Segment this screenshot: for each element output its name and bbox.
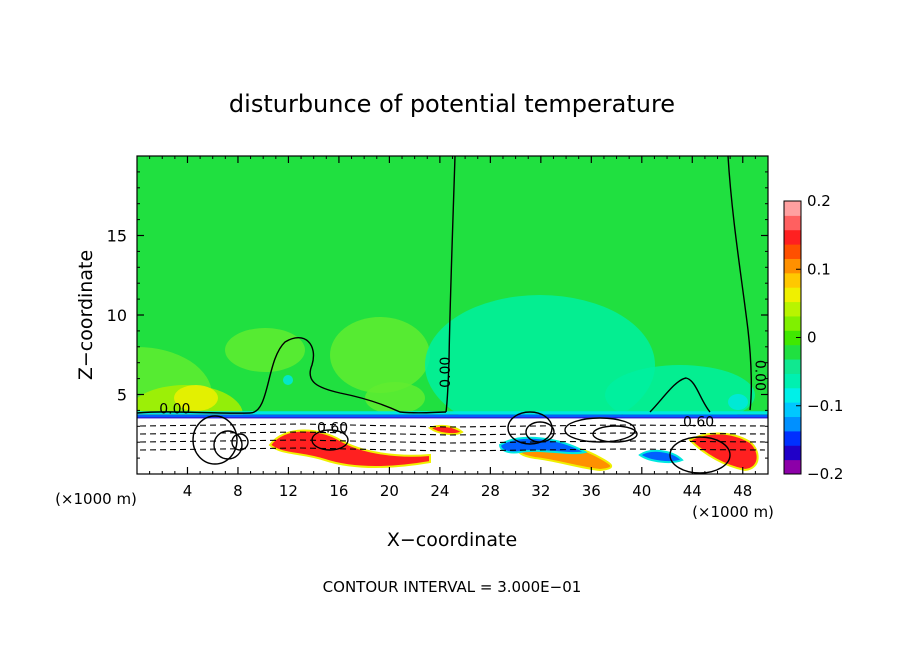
x-tick-label: 8 — [233, 482, 243, 500]
x-tick-label: 48 — [733, 482, 752, 500]
contour-dashed-line-4 — [139, 447, 766, 452]
contour-loop-1 — [192, 415, 238, 465]
contour-labels: 0.00 0.00 0.00 0.60 0.60 — [159, 357, 767, 437]
colorbar-tick-label: −0.1 — [807, 397, 843, 415]
contour-dashed-line-2 — [139, 431, 766, 436]
colorbar-swatch — [784, 387, 801, 403]
contour-interval-note: CONTOUR INTERVAL = 3.000E−01 — [323, 578, 582, 596]
y-tick-label: 15 — [107, 227, 127, 246]
anomaly-region-9 — [728, 394, 748, 410]
contour-label: 0.60 — [317, 421, 348, 437]
contour-loop-2 — [213, 430, 243, 460]
x-tick-label: 44 — [683, 482, 702, 500]
colorbar-swatch — [784, 344, 801, 360]
x-tick-label: 16 — [329, 482, 348, 500]
colorbar-swatch — [784, 445, 801, 461]
y-axis-label: Z−coordinate — [75, 250, 97, 380]
x-unit-right: (×1000 m) — [692, 503, 774, 521]
anomaly-region-4 — [225, 328, 305, 372]
colorbar-swatch — [784, 301, 801, 317]
contour-zero-line-right — [727, 156, 753, 411]
x-unit-left: (×1000 m) — [55, 490, 137, 508]
colorbar-swatch — [784, 229, 801, 245]
anomaly-region-7 — [425, 295, 655, 435]
x-tick-label: 32 — [531, 482, 550, 500]
plot-area — [137, 156, 768, 474]
contour-zero-line-left — [137, 337, 447, 414]
x-tick-label: 40 — [632, 482, 651, 500]
x-tick-label: 36 — [582, 482, 601, 500]
contour-loop-5 — [525, 421, 555, 443]
colorbar-swatch — [784, 315, 801, 331]
x-tick-label: 28 — [481, 482, 500, 500]
anomaly-region-6 — [365, 382, 425, 414]
colorbar — [783, 200, 802, 475]
colorbar-swatch — [784, 201, 801, 216]
x-tick-label: 4 — [183, 482, 193, 500]
contour-zero-bump — [649, 377, 711, 413]
colorbar-swatch — [784, 244, 801, 259]
contour-label: 0.60 — [683, 414, 714, 430]
anomaly-region-5 — [330, 317, 430, 393]
y-axis-ticks: 5 10 15 — [107, 171, 768, 459]
anomaly-region-3 — [174, 385, 218, 411]
contour-zero-line-mid — [445, 156, 456, 413]
contour-dashed-line-1 — [139, 423, 766, 428]
anomaly-region-8 — [605, 365, 755, 425]
contour-label: 0.00 — [438, 357, 454, 388]
colorbar-swatch — [784, 258, 801, 274]
x-tick-label: 24 — [430, 482, 449, 500]
contour-loop-7 — [592, 425, 638, 443]
colorbar-swatch — [784, 215, 801, 231]
x-tick-label: 12 — [279, 482, 298, 500]
contour-loop-9 — [311, 429, 349, 451]
colorbar-swatch — [784, 402, 801, 418]
warm-anomaly-3 — [688, 432, 759, 472]
x-tick-label: 20 — [380, 482, 399, 500]
contour-label: 0.00 — [751, 360, 767, 391]
colorbar-swatch — [784, 459, 801, 475]
chart-title: disturbunce of potential temperature — [229, 90, 675, 118]
contour-lines — [137, 156, 766, 474]
y-tick-label: 5 — [117, 386, 127, 405]
colorbar-tick-label: 0.1 — [807, 260, 831, 278]
colorbar-tick-label: 0 — [807, 329, 817, 347]
y-tick-label: 10 — [107, 306, 127, 325]
colorbar-swatch — [784, 373, 801, 389]
colorbar-swatch — [784, 272, 801, 288]
colorbar-swatch — [784, 359, 801, 374]
contour-loop-8 — [669, 436, 731, 474]
anomaly-region-10 — [283, 375, 293, 385]
colorbar-swatch — [784, 430, 801, 446]
colorbar-ticks: 0.2 0.1 0 −0.1 −0.2 — [796, 192, 843, 483]
warm-anomaly-4 — [427, 424, 464, 436]
colorbar-swatch — [784, 330, 801, 346]
colorbar-tick-label: −0.2 — [807, 465, 843, 483]
x-axis-label: X−coordinate — [387, 529, 517, 551]
colorbar-swatch — [784, 416, 801, 432]
x-axis-ticks: 4 8 12 16 20 24 28 32 36 40 44 48 — [149, 156, 756, 500]
contour-dashed-line-3 — [139, 439, 766, 444]
colorbar-swatch — [784, 287, 801, 303]
contour-label: 0.00 — [159, 402, 190, 418]
colorbar-tick-label: 0.2 — [807, 192, 831, 210]
contour-loop-3 — [231, 433, 249, 451]
contour-loop-4 — [507, 411, 553, 445]
